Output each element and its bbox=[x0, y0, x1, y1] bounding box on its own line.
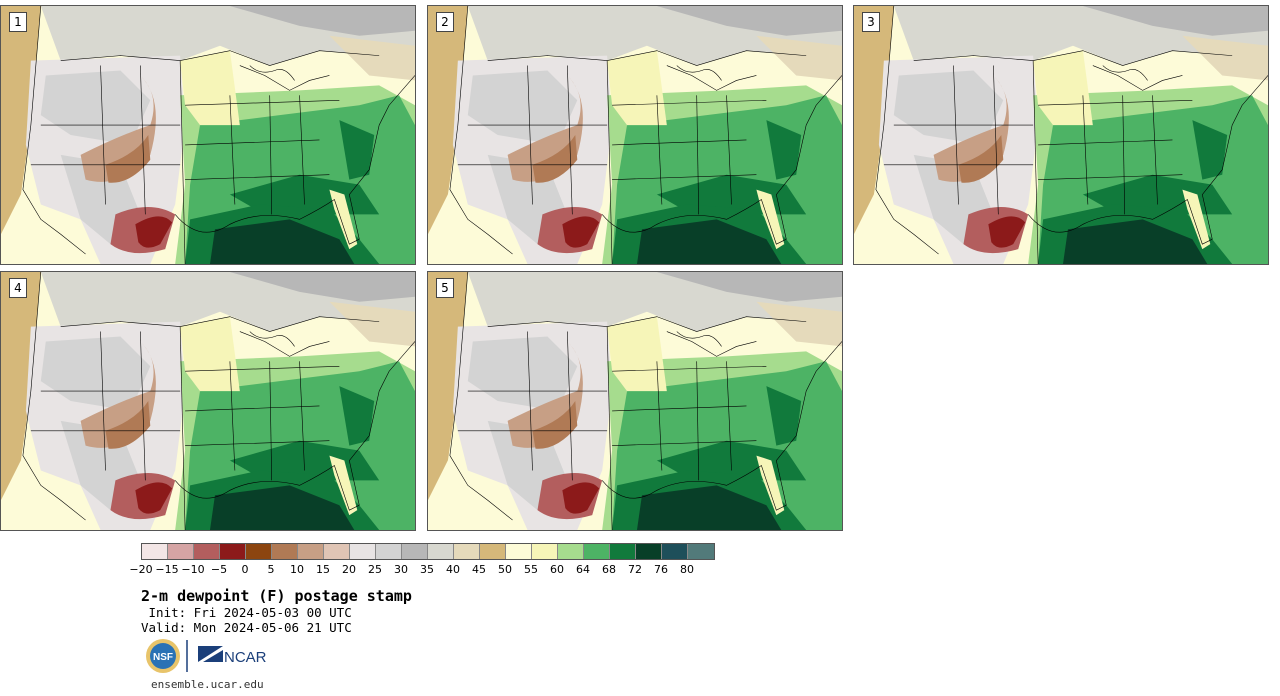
colorbar-segment bbox=[272, 544, 298, 559]
colorbar-segment bbox=[558, 544, 584, 559]
nsf-logo-text: NSF bbox=[153, 652, 173, 663]
ensemble-member-stamp: 5 bbox=[427, 271, 843, 531]
ensemble-member-stamp: 1 bbox=[0, 5, 416, 265]
colorbar-tick-label: 20 bbox=[342, 563, 356, 576]
member-number-label: 2 bbox=[436, 12, 454, 32]
page-title: 2-m dewpoint (F) postage stamp bbox=[141, 587, 412, 605]
colorbar-segment bbox=[194, 544, 220, 559]
colorbar-segment bbox=[298, 544, 324, 559]
colorbar-segment bbox=[402, 544, 428, 559]
colorbar-segment bbox=[454, 544, 480, 559]
dewpoint-map bbox=[428, 6, 842, 264]
site-url: ensemble.ucar.edu bbox=[151, 678, 264, 691]
colorbar-tick-label: 15 bbox=[316, 563, 330, 576]
colorbar-tick-label: 5 bbox=[267, 563, 275, 576]
colorbar-tick-label: 35 bbox=[420, 563, 434, 576]
colorbar-tick-label: 76 bbox=[654, 563, 668, 576]
colorbar-tick-label: −15 bbox=[155, 563, 179, 576]
colorbar-segment bbox=[350, 544, 376, 559]
dewpoint-map bbox=[854, 6, 1268, 264]
member-number-label: 4 bbox=[9, 278, 27, 298]
colorbar-tick-label: 64 bbox=[576, 563, 590, 576]
colorbar-tick-label: 10 bbox=[290, 563, 304, 576]
colorbar-segment bbox=[506, 544, 532, 559]
colorbar-tick-label: 30 bbox=[394, 563, 408, 576]
colorbar-legend bbox=[141, 543, 715, 560]
ensemble-member-stamp: 4 bbox=[0, 271, 416, 531]
colorbar-segment bbox=[428, 544, 454, 559]
colorbar-tick-label: 72 bbox=[628, 563, 642, 576]
colorbar-segment bbox=[376, 544, 402, 559]
colorbar-segment bbox=[610, 544, 636, 559]
colorbar-segment bbox=[220, 544, 246, 559]
colorbar-tick-label: 40 bbox=[446, 563, 460, 576]
colorbar-tick-label: 80 bbox=[680, 563, 694, 576]
ensemble-member-stamp: 2 bbox=[427, 5, 843, 265]
ncar-logo-text: NCAR bbox=[224, 649, 267, 666]
colorbar-segment bbox=[688, 544, 714, 559]
member-number-label: 3 bbox=[862, 12, 880, 32]
colorbar-segment bbox=[246, 544, 272, 559]
colorbar-segment bbox=[584, 544, 610, 559]
colorbar-tick-label: 68 bbox=[602, 563, 616, 576]
ncar-logo: NCAR bbox=[198, 646, 267, 666]
member-number-label: 5 bbox=[436, 278, 454, 298]
logo-group: NSF NCAR bbox=[146, 639, 267, 673]
colorbar-segment bbox=[168, 544, 194, 559]
colorbar-segment bbox=[324, 544, 350, 559]
colorbar-segment bbox=[480, 544, 506, 559]
colorbar-tick-label: 0 bbox=[241, 563, 249, 576]
colorbar-tick-label: −10 bbox=[181, 563, 205, 576]
colorbar-tick-label: 60 bbox=[550, 563, 564, 576]
colorbar-segment bbox=[662, 544, 688, 559]
colorbar-segment bbox=[532, 544, 558, 559]
colorbar-tick-label: 45 bbox=[472, 563, 486, 576]
dewpoint-map bbox=[1, 272, 415, 530]
colorbar-tick-label: 50 bbox=[498, 563, 512, 576]
valid-time: Valid: Mon 2024-05-06 21 UTC bbox=[141, 620, 352, 635]
colorbar-tick-label: −5 bbox=[210, 563, 228, 576]
colorbar-tick-label: 55 bbox=[524, 563, 538, 576]
colorbar-tick-label: 25 bbox=[368, 563, 382, 576]
dewpoint-map bbox=[1, 6, 415, 264]
colorbar-segment bbox=[636, 544, 662, 559]
colorbar-tick-labels: −20 −15 −10 −5 0 5 10 15 20 25 30 35 40 45 50 55 60 64 68 7… bbox=[129, 563, 761, 577]
member-number-label: 1 bbox=[9, 12, 27, 32]
nsf-logo: NSF bbox=[146, 639, 180, 673]
colorbar-segment bbox=[142, 544, 168, 559]
init-time: Init: Fri 2024-05-03 00 UTC bbox=[141, 605, 352, 620]
colorbar-tick-label: −20 bbox=[129, 563, 153, 576]
dewpoint-map bbox=[428, 272, 842, 530]
ensemble-member-stamp: 3 bbox=[853, 5, 1269, 265]
